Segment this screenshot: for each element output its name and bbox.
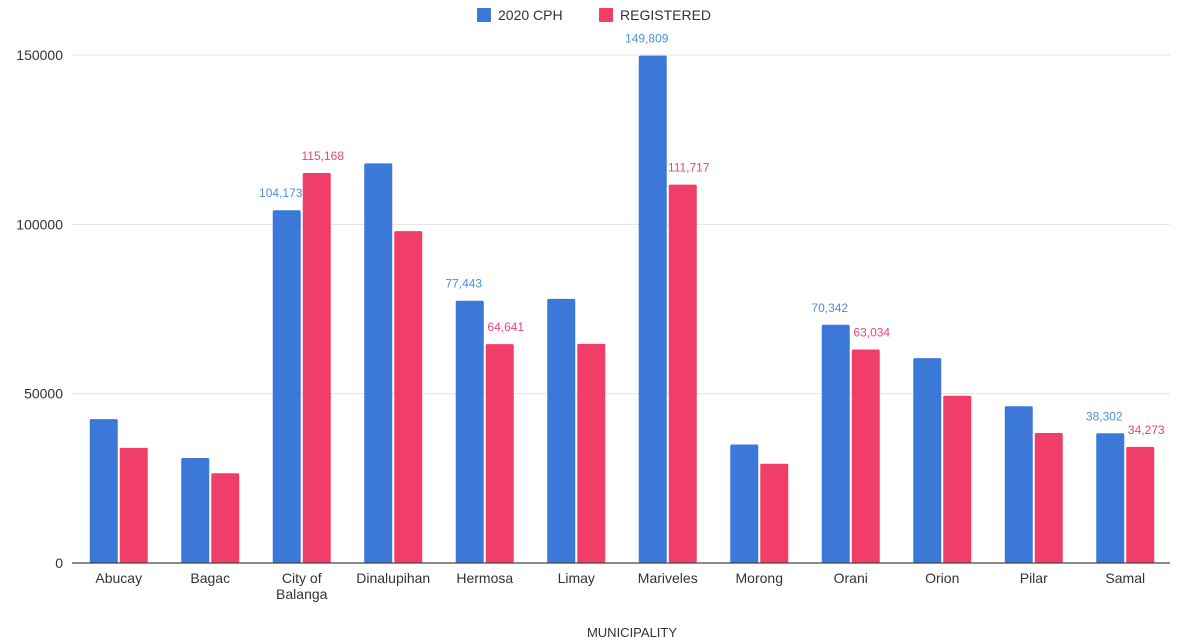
bar-cph [455, 300, 484, 563]
bar-registered [1126, 446, 1155, 563]
data-label: 115,168 [302, 149, 345, 163]
bar-cph [272, 210, 301, 563]
bar-cph [89, 419, 118, 563]
y-tick-label: 0 [55, 555, 63, 571]
y-tick-label: 150000 [16, 47, 63, 63]
x-tick-label: Bagac [190, 570, 230, 586]
x-axis-title: MUNICIPALITY [587, 625, 677, 640]
bar-registered [485, 344, 514, 563]
bar-registered [211, 473, 240, 563]
x-tick-label: Samal [1105, 570, 1145, 586]
legend-label: 2020 CPH [498, 7, 563, 23]
x-tick-label: Pilar [1020, 570, 1048, 586]
x-tick-label: Hermosa [456, 570, 513, 586]
bar-registered [119, 447, 148, 563]
data-label: 64,641 [487, 320, 524, 334]
bar-cph [638, 55, 667, 564]
bar-cph [821, 324, 850, 563]
x-tick-label: Orion [925, 570, 959, 586]
bar-cph [1004, 406, 1033, 563]
bars [89, 55, 1155, 564]
x-tick-label: Limay [558, 570, 595, 586]
legend-label: REGISTERED [620, 7, 711, 23]
data-label: 38,302 [1086, 409, 1123, 423]
legend-swatch [477, 8, 491, 22]
x-tick-label: Dinalupihan [356, 570, 430, 586]
axes: 0 50000 100000 150000 Abucay Bagac City of Bala… [16, 47, 1170, 602]
data-label: 63,034 [853, 326, 890, 340]
y-tick-label: 50000 [24, 386, 63, 402]
bar-cph [181, 458, 210, 563]
bar-registered [1034, 432, 1063, 563]
data-label: 111,717 [668, 161, 710, 175]
data-label: 104,173 [259, 186, 303, 200]
x-tick-label: Morong [736, 570, 783, 586]
bar-registered [394, 231, 423, 563]
bar-registered [851, 349, 880, 563]
bar-registered [760, 463, 789, 563]
x-tick-label: Mariveles [638, 570, 698, 586]
data-label: 34,273 [1128, 423, 1165, 437]
bar-cph [547, 298, 576, 563]
bar-cph [913, 358, 942, 563]
x-tick-label: City of Balanga [276, 570, 328, 602]
data-labels: 104,173 115,168 77,443 64,641 149,809 111,717… [259, 32, 1165, 437]
bar-cph [1096, 433, 1125, 563]
y-tick-label: 100000 [16, 216, 63, 232]
x-tick-label: Abucay [95, 570, 142, 586]
legend-swatch [599, 8, 613, 22]
data-label: 149,809 [625, 32, 669, 46]
gridlines [72, 54, 1170, 395]
bar-cph [364, 163, 393, 563]
data-label: 77,443 [445, 277, 482, 291]
bar-registered [577, 343, 606, 563]
legend: 2020 CPH REGISTERED [477, 7, 711, 23]
bar-registered [302, 172, 331, 564]
x-tick-label: Orani [834, 570, 868, 586]
data-label: 70,342 [811, 301, 848, 315]
bar-cph [730, 444, 759, 563]
bar-registered [943, 395, 972, 563]
bar-registered [668, 184, 697, 563]
